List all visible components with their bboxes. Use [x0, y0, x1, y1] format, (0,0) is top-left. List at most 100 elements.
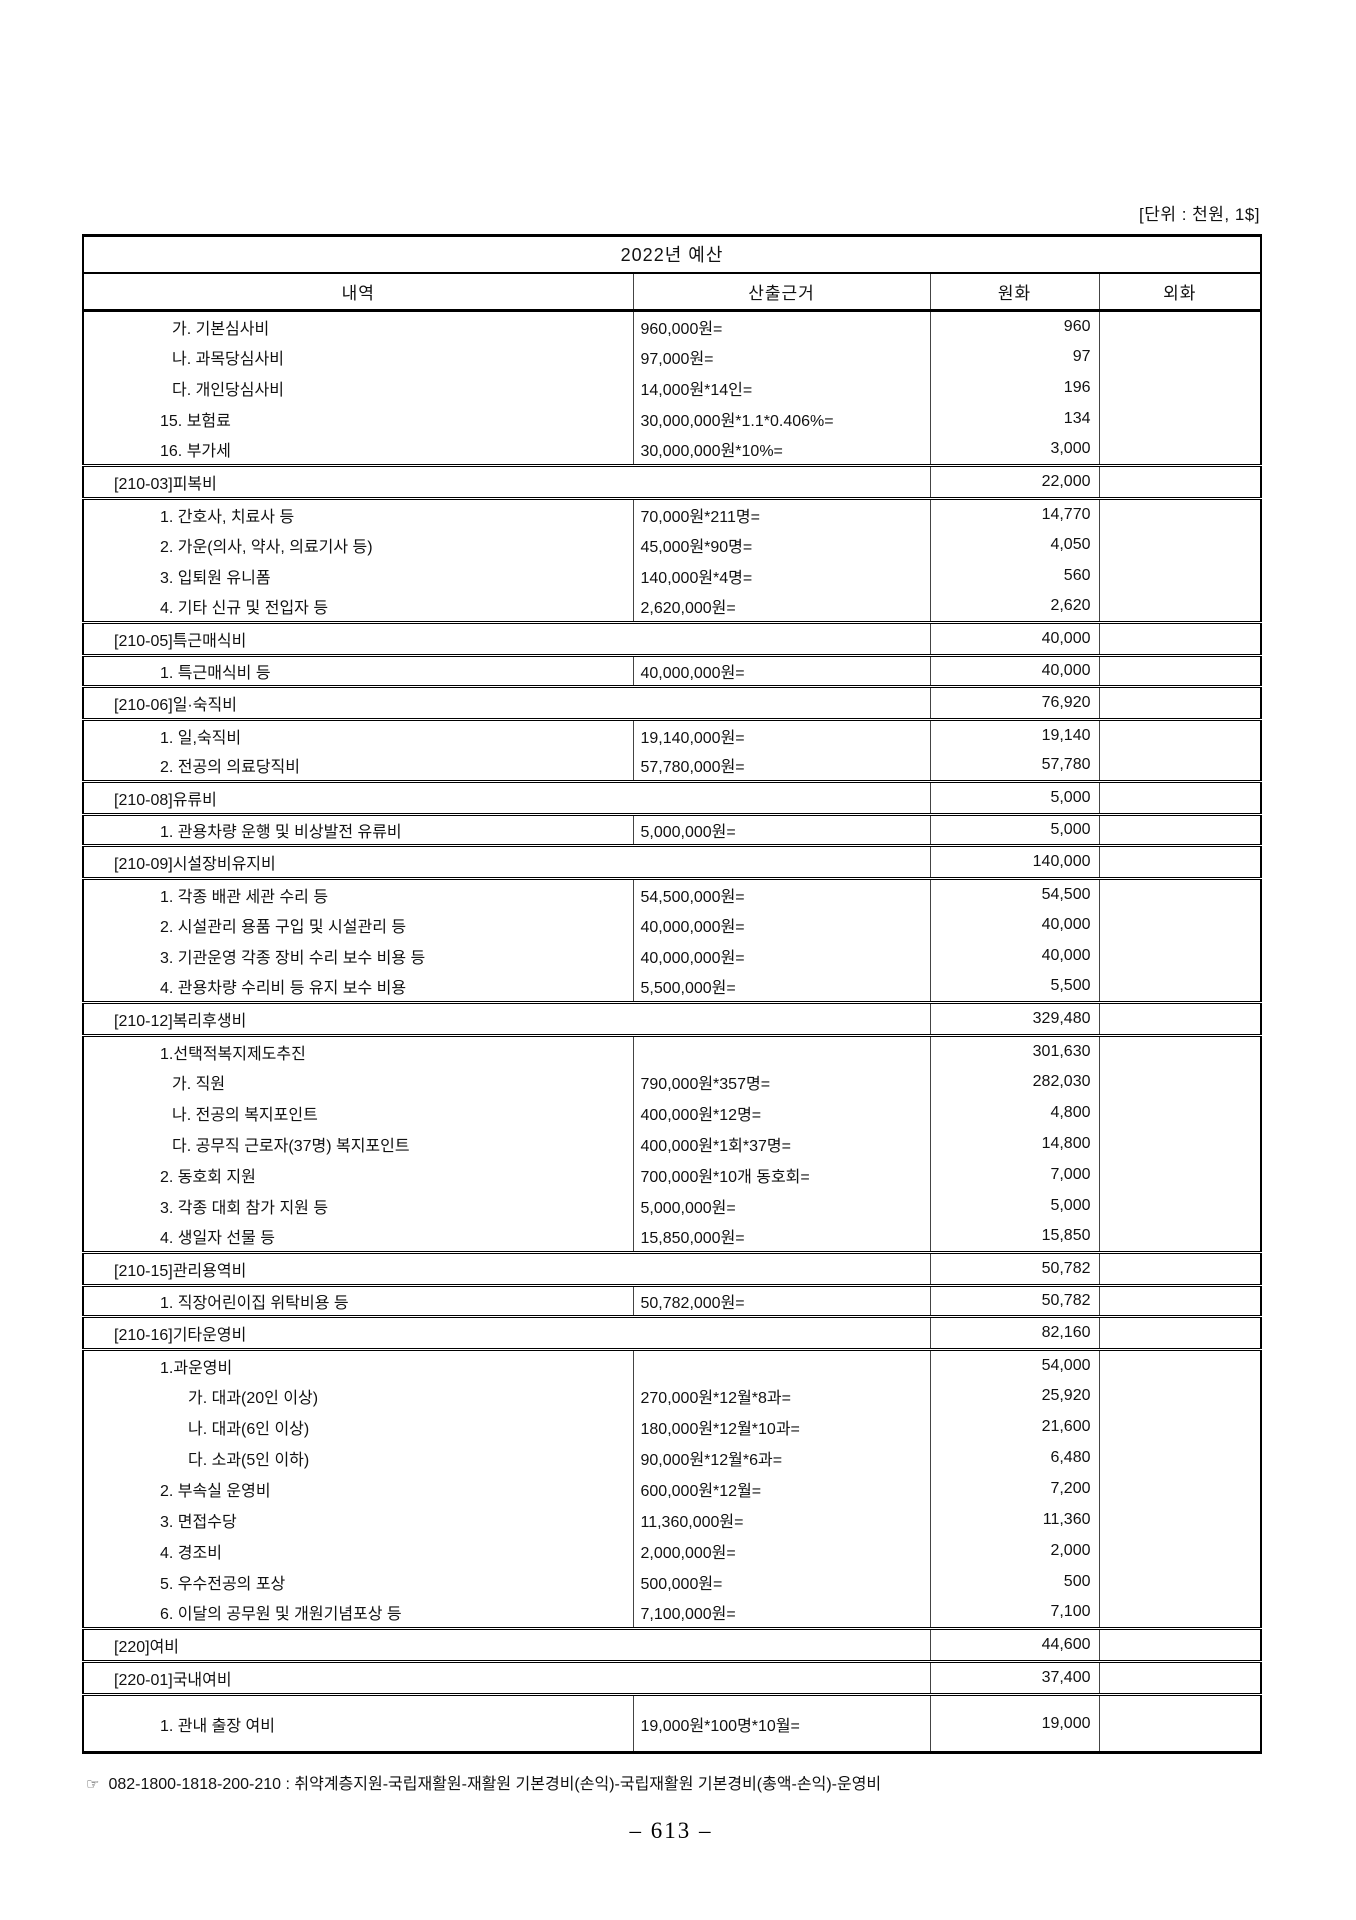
table-row: [220-01]국내여비 37,400	[83, 1660, 1262, 1696]
table-row: 3. 입퇴원 유니폼 140,000원*4명= 560	[83, 560, 1262, 592]
krw-value-cell: 15,850	[929, 1221, 1099, 1253]
calc-basis-cell: 50,782,000원=	[632, 1285, 930, 1317]
table-row: [220]여비 44,600	[83, 1627, 1262, 1663]
section-title-cell: [210-08]유류비	[83, 780, 930, 816]
document-page: [단위 : 천원, 1$] 2022년 예산 내역 산출근거 원화 외화 가. …	[82, 200, 1263, 1844]
krw-value-cell: 2,620	[929, 591, 1099, 623]
table-row: 나. 전공의 복지포인트 400,000원*12명= 4,800	[83, 1097, 1262, 1129]
krw-value-cell: 301,630	[929, 1035, 1099, 1067]
krw-value-cell: 11,360	[929, 1504, 1099, 1536]
fx-value-cell	[1098, 1066, 1262, 1098]
table-row: 1.선택적복지제도추진 301,630	[83, 1035, 1262, 1067]
krw-value-cell: 50,782	[929, 1285, 1099, 1317]
section-title-cell: [220-01]국내여비	[83, 1660, 930, 1696]
table-row: 1. 직장어린이집 위탁비용 등 50,782,000원= 50,782	[83, 1285, 1262, 1317]
krw-value-cell: 960	[929, 310, 1099, 342]
krw-value-cell: 40,000	[929, 621, 1099, 657]
krw-value-cell: 54,500	[929, 878, 1099, 910]
item-name-cell: 1.선택적복지제도추진	[160, 1045, 306, 1063]
table-row: [210-15]관리용역비 50,782	[83, 1251, 1262, 1287]
calc-basis-cell: 400,000원*1회*37명=	[632, 1128, 930, 1160]
krw-value-cell: 196	[929, 372, 1099, 404]
krw-value-cell: 40,000	[929, 655, 1099, 687]
item-name-cell: 2. 전공의 의료당직비	[160, 759, 300, 777]
table-row: 1.과운영비 54,000	[83, 1349, 1262, 1381]
calc-basis-cell: 40,000,000원=	[632, 940, 930, 972]
fx-value-cell	[1098, 1660, 1262, 1696]
fx-value-cell	[1098, 310, 1262, 342]
fx-value-cell	[1098, 1097, 1262, 1129]
item-name-cell: 가. 직원	[172, 1076, 226, 1093]
fx-value-cell	[1098, 1411, 1262, 1443]
krw-value-cell: 5,000	[929, 814, 1099, 846]
section-title-cell: [210-12]복리후생비	[83, 1001, 930, 1037]
krw-value-cell: 7,000	[929, 1159, 1099, 1191]
item-name-cell: 2. 가운(의사, 약사, 의료기사 등)	[160, 539, 373, 556]
krw-value-cell: 7,200	[929, 1473, 1099, 1505]
krw-value-cell: 76,920	[929, 685, 1099, 721]
fx-value-cell	[1098, 971, 1262, 1003]
table-row: 1. 간호사, 치료사 등 70,000원*211명= 14,770	[83, 498, 1262, 530]
table-row: 3. 면접수당 11,360,000원= 11,360	[83, 1504, 1262, 1536]
krw-value-cell: 19,140	[929, 719, 1099, 751]
table-row: 다. 소과(5인 이하) 90,000원*12월*6과= 6,480	[83, 1442, 1262, 1474]
table-row: 2. 동호회 지원 700,000원*10개 동호회= 7,000	[83, 1159, 1262, 1191]
fx-value-cell	[1098, 403, 1262, 435]
item-name-cell: 4. 기타 신규 및 전입자 등	[160, 600, 329, 618]
table-title-row: 2022년 예산	[83, 235, 1262, 274]
krw-value-cell: 5,500	[929, 971, 1099, 1003]
fx-value-cell	[1098, 1535, 1262, 1567]
calc-basis-cell: 5,000,000원=	[632, 1190, 930, 1222]
table-row: 가. 직원 790,000원*357명= 282,030	[83, 1066, 1262, 1098]
calc-basis-cell: 97,000원=	[632, 341, 930, 373]
table-row: 4. 생일자 선물 등 15,850,000원= 15,850	[83, 1221, 1262, 1253]
calc-basis-cell: 30,000,000원*1.1*0.406%=	[632, 403, 930, 435]
fx-value-cell	[1098, 464, 1262, 500]
table-row: 2. 시설관리 용품 구입 및 시설관리 등 40,000,000원= 40,000	[83, 909, 1262, 941]
table-row: 2. 가운(의사, 약사, 의료기사 등) 45,000원*90명= 4,050	[83, 529, 1262, 561]
table-row: 나. 과목당심사비 97,000원= 97	[83, 341, 1262, 373]
table-row: [210-05]특근매식비 40,000	[83, 621, 1262, 657]
table-row: 3. 각종 대회 참가 지원 등 5,000,000원= 5,000	[83, 1190, 1262, 1222]
krw-value-cell: 82,160	[929, 1315, 1099, 1351]
calc-basis-cell: 19,140,000원=	[632, 719, 930, 751]
item-name-cell: 5. 우수전공의 포상	[160, 1576, 286, 1593]
budget-table: 2022년 예산 내역 산출근거 원화 외화 가. 기본심사비 960,000원=…	[82, 234, 1263, 1754]
calc-basis-cell: 40,000,000원=	[632, 655, 930, 687]
fx-value-cell	[1098, 529, 1262, 561]
column-header-item: 내역	[83, 272, 633, 312]
calc-basis-cell	[632, 1349, 930, 1381]
fx-value-cell	[1098, 1473, 1262, 1505]
krw-value-cell: 4,800	[929, 1097, 1099, 1129]
table-row: 4. 경조비 2,000,000원= 2,000	[83, 1535, 1262, 1567]
krw-value-cell: 97	[929, 341, 1099, 373]
calc-basis-cell: 14,000원*14인=	[632, 372, 930, 404]
item-name-cell: 1. 특근매식비 등	[160, 665, 271, 682]
krw-value-cell: 44,600	[929, 1627, 1099, 1663]
section-title-cell: [210-05]특근매식비	[83, 621, 930, 657]
table-row: 1. 일,숙직비 19,140,000원= 19,140	[83, 719, 1262, 751]
section-title-cell: [210-16]기타운영비	[83, 1315, 930, 1351]
fx-value-cell	[1098, 1694, 1262, 1753]
calc-basis-cell: 790,000원*357명=	[632, 1066, 930, 1098]
table-row: 1. 특근매식비 등 40,000,000원= 40,000	[83, 655, 1262, 687]
item-name-cell: 2. 동호회 지원	[160, 1169, 256, 1186]
calc-basis-cell: 2,000,000원=	[632, 1535, 930, 1567]
item-name-cell: 가. 대과(20인 이상)	[188, 1390, 319, 1407]
item-name-cell: 나. 대과(6인 이상)	[188, 1421, 310, 1438]
table-row: 4. 기타 신규 및 전입자 등 2,620,000원= 2,620	[83, 591, 1262, 623]
table-row: 1. 관용차량 운행 및 비상발전 유류비 5,000,000원= 5,000	[83, 814, 1262, 846]
krw-value-cell: 140,000	[929, 844, 1099, 880]
fx-value-cell	[1098, 1597, 1262, 1629]
table-row: 가. 대과(20인 이상) 270,000원*12월*8과= 25,920	[83, 1380, 1262, 1412]
fx-value-cell	[1098, 909, 1262, 941]
page-number: – 613 –	[629, 1818, 713, 1843]
table-row: [210-06]일·숙직비 76,920	[83, 685, 1262, 721]
table-row: [210-09]시설장비유지비 140,000	[83, 844, 1262, 880]
item-name-cell: 1. 관내 출장 여비	[160, 1717, 275, 1735]
calc-basis-cell: 700,000원*10개 동호회=	[632, 1159, 930, 1191]
fx-value-cell	[1098, 1190, 1262, 1222]
section-title-cell: [220]여비	[83, 1627, 930, 1663]
fx-value-cell	[1098, 1442, 1262, 1474]
calc-basis-cell: 270,000원*12월*8과=	[632, 1380, 930, 1412]
